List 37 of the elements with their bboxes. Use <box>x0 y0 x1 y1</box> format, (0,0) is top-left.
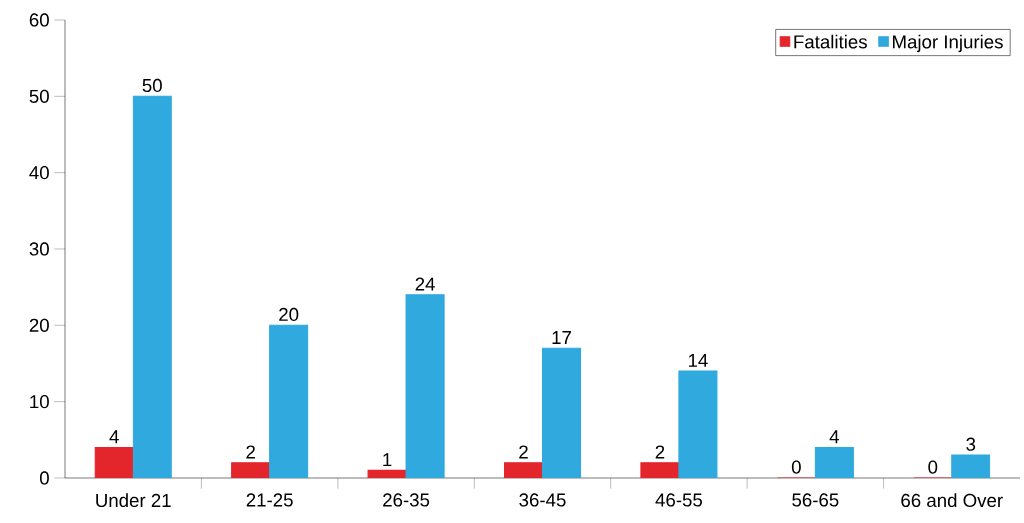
bar <box>541 347 582 478</box>
bar <box>132 95 172 478</box>
bar <box>678 370 718 478</box>
y-tick-label: 50 <box>29 89 49 103</box>
data-label: 0 <box>928 460 938 474</box>
data-label: 2 <box>246 445 255 459</box>
bar <box>951 454 991 478</box>
x-tick-label: 26-35 <box>383 493 430 507</box>
y-tick-label: 30 <box>29 242 49 256</box>
bar <box>405 294 445 478</box>
x-tick-label: 36-45 <box>519 493 566 507</box>
data-label: 50 <box>142 78 162 93</box>
x-tick-label: 56-65 <box>792 493 839 507</box>
data-label: 2 <box>519 445 528 459</box>
data-label: 14 <box>688 354 708 367</box>
data-label: 2 <box>655 445 665 459</box>
bar <box>269 324 309 478</box>
bar <box>814 446 854 478</box>
data-label: 0 <box>791 460 801 474</box>
data-label: 4 <box>829 430 839 444</box>
x-tick-label: 46-55 <box>655 493 703 507</box>
legend-label: Major Injuries <box>893 34 1003 53</box>
x-tick-label: 21-25 <box>246 493 293 507</box>
data-label: 24 <box>415 277 435 291</box>
x-tick-label: Under 21 <box>96 493 171 508</box>
data-label: 17 <box>552 331 571 344</box>
x-tick-label: 66 and Over <box>901 493 1003 508</box>
y-tick-label: 60 <box>29 13 49 27</box>
legend-label: Fatalities <box>794 34 867 49</box>
y-tick-label: 10 <box>30 395 49 409</box>
data-label: 1 <box>383 453 392 467</box>
data-label: 3 <box>966 437 976 451</box>
y-tick-label: 40 <box>29 166 49 180</box>
y-tick-label: 20 <box>29 318 49 332</box>
data-label: 20 <box>279 307 299 322</box>
y-tick-label: 0 <box>39 471 49 485</box>
data-label: 4 <box>109 430 119 444</box>
